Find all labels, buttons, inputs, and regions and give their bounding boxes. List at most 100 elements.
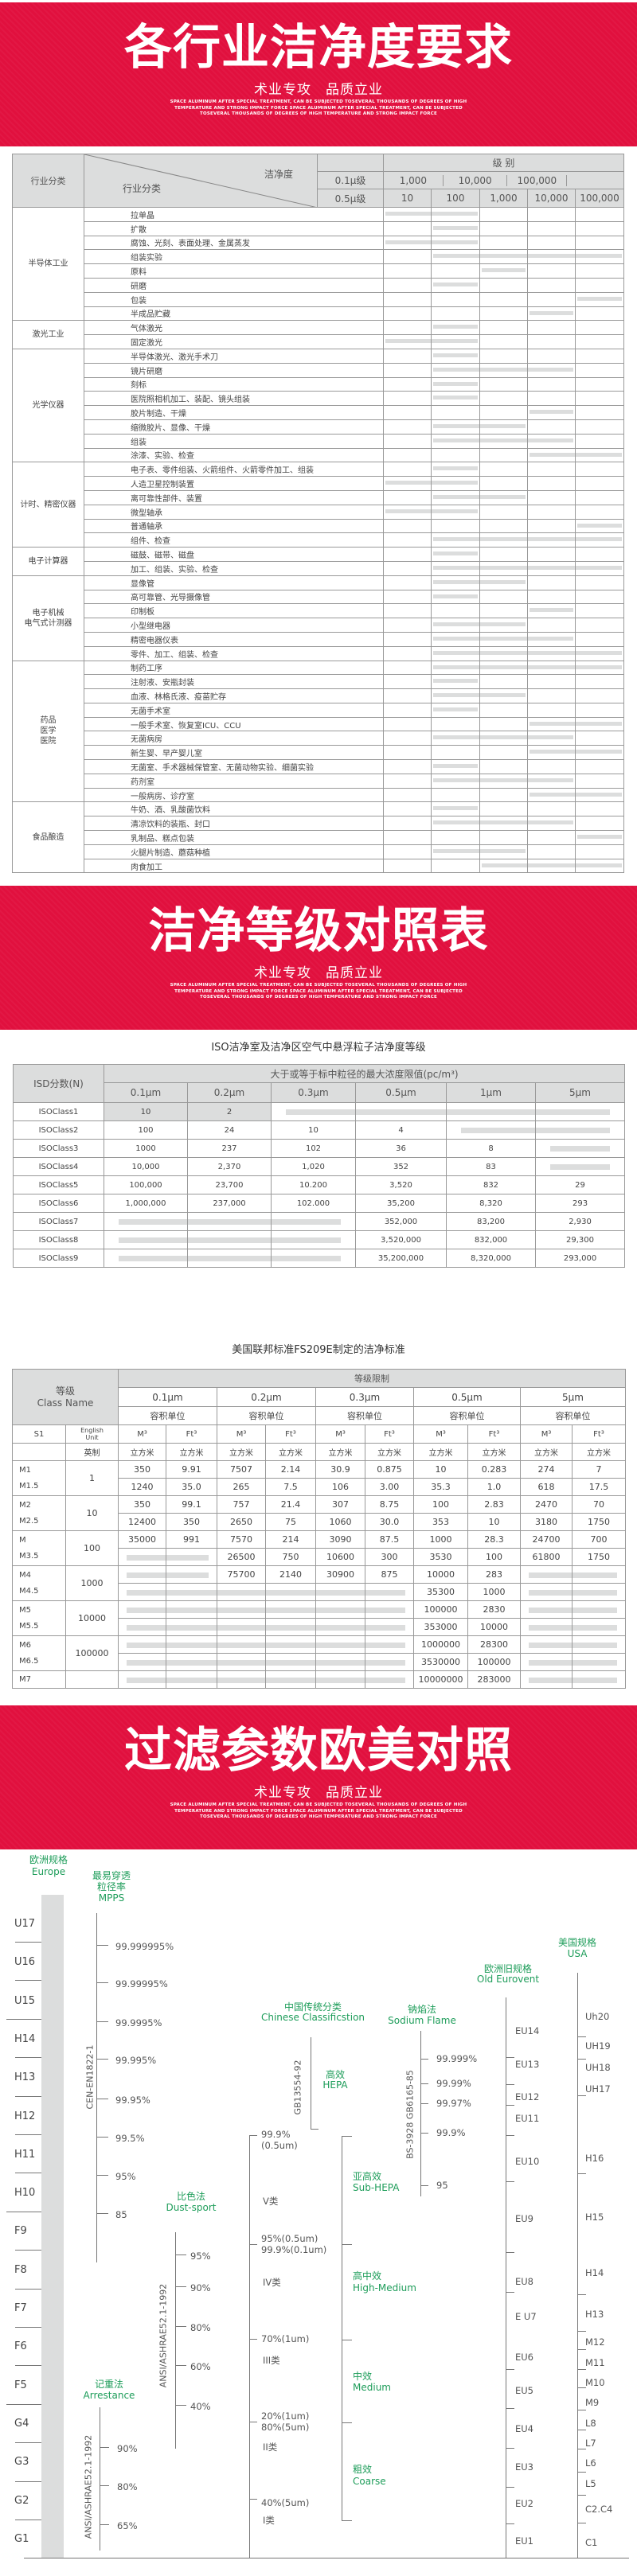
table-row: 血液、林格氏液、疫苗贮存 xyxy=(13,688,624,703)
chinese-class: IV类 xyxy=(263,2277,281,2288)
sodium-value: 99.99% xyxy=(436,2078,471,2089)
requirement-bar xyxy=(480,820,527,825)
iso-value: 2,930 xyxy=(534,1212,626,1231)
mpps-value: 85 xyxy=(115,2209,127,2220)
chinese-class: III类 xyxy=(263,2355,280,2366)
sodium-title: Sodium Flame xyxy=(388,2015,456,2026)
europe-grade: F5 xyxy=(14,2379,27,2391)
dust-spot-value: 90% xyxy=(190,2282,211,2293)
level-01: 10,000 xyxy=(444,174,508,186)
europe-grade: G4 xyxy=(14,2417,29,2430)
table-row: 普通轴承 xyxy=(13,518,624,534)
fs-size-header: 0.1μm xyxy=(118,1387,218,1407)
dust_spot-title: Dust-sport xyxy=(166,2202,217,2213)
eurovent-grade: EU1 xyxy=(515,2535,533,2547)
europe-grade: F7 xyxy=(14,2302,27,2314)
tick xyxy=(577,2294,586,2295)
table-row: 刻标 xyxy=(13,376,624,392)
europe-grade: F9 xyxy=(14,2225,27,2238)
empty-cell xyxy=(446,1102,536,1121)
requirement-bar xyxy=(576,537,622,542)
empty-cell xyxy=(534,1102,626,1121)
requirement-bar xyxy=(433,353,478,357)
table-row: 镜片研磨 xyxy=(13,362,624,378)
tick xyxy=(506,2084,514,2085)
category-cell: 电子计算器 xyxy=(12,547,84,576)
header-01-label: 0.1μ级 xyxy=(317,171,384,189)
eurovent-grade: EU11 xyxy=(515,2113,540,2124)
sodium-value: 99.9% xyxy=(436,2127,466,2138)
table-row: 计时、精密仪器 电子表、零件组装、火箭组件、火箭零件加工、组装 xyxy=(12,462,624,548)
requirement-bar xyxy=(385,212,431,216)
requirement-bar xyxy=(530,721,575,726)
grade-separator xyxy=(6,2018,41,2020)
requirement-bar xyxy=(576,750,622,754)
header-industry-label: 行业分类 xyxy=(123,183,162,194)
requirement-bar xyxy=(432,212,478,216)
level-01: 100,000 xyxy=(507,174,568,186)
banner-industry-cleanliness: 各行业洁净度要求 术业专攻 品质立业 SPACE ALUMINUM AFTER … xyxy=(0,2,637,146)
category-cell: 激光工业 xyxy=(12,320,84,349)
requirement-bar xyxy=(528,565,575,570)
table-row: ISOClass9 35,200,000 8,320,000 293,000 xyxy=(13,1249,626,1268)
scale-line xyxy=(96,1913,97,2262)
level-05: 100,000 xyxy=(575,189,624,208)
requirement-bar xyxy=(480,565,527,570)
tick xyxy=(96,2175,108,2176)
requirement-bar xyxy=(433,650,479,655)
empty-cell xyxy=(534,1157,626,1176)
requirement-bar xyxy=(576,863,622,867)
grade-separator xyxy=(15,2442,41,2444)
requirement-bar xyxy=(433,325,478,329)
iso-size-header: 0.2μm xyxy=(187,1082,272,1103)
europe-title: 欧洲规格 xyxy=(29,1854,68,1865)
mpps-value: 99.999995% xyxy=(115,1941,174,1952)
requirement-bar xyxy=(432,509,478,513)
table-row: 医院照相机加工、装配、镜头组装 xyxy=(13,391,624,407)
industry-cleanliness-table: 行业分类 洁净度 行业分类 级 别 0.1μ级 1,000 10,000 100… xyxy=(12,154,624,874)
iso-table-title: ISO洁净室及洁净区空气中悬浮粒子洁净度等级 xyxy=(211,1042,426,1054)
mpps-value: 99.99995% xyxy=(115,1978,168,1989)
unavailable-bar xyxy=(272,1237,341,1243)
table-row: 光学仪器 半导体激光、激光手术刀 xyxy=(12,348,624,463)
table-row: 一般手术室、恢复室ICU、CCU xyxy=(13,716,624,732)
requirement-bar xyxy=(432,240,478,244)
iso-value: 352,000 xyxy=(355,1212,447,1231)
chinese-value: 20%(1um) 80%(5um) xyxy=(261,2410,310,2433)
usa-grade: L6 xyxy=(585,2457,596,2469)
requirement-bar xyxy=(433,551,478,556)
table-row: ISOClass1 10 2 xyxy=(13,1102,626,1121)
iso-class-table: ISD分数(N) 大于或等于标中粒径的最大浓度限值(pc/m³) 0.1μm 0.2… xyxy=(13,1064,626,1268)
grade-separator xyxy=(15,2327,41,2328)
tick xyxy=(577,2095,586,2096)
requirement-bar xyxy=(576,565,622,570)
requirement-bar xyxy=(528,735,573,740)
old_eurovent-title: Old Eurovent xyxy=(476,1974,540,1985)
eurovent-grade: EU4 xyxy=(515,2423,533,2434)
iso-value: 100,000 xyxy=(104,1175,188,1194)
table-row: 一般病房、诊疗室 xyxy=(13,787,624,803)
efficiency-group: 高中效 xyxy=(353,2270,382,2282)
sodium-value: 99.999% xyxy=(436,2053,478,2064)
arrestance-standard: ANSI/ASHRAE52.1-1992 xyxy=(83,2434,94,2539)
tick xyxy=(420,2103,428,2104)
requirement-bar xyxy=(433,622,479,627)
grade-separator xyxy=(15,2095,41,2097)
requirement-bar xyxy=(433,565,479,570)
banner-title: 洁净等级对照表 xyxy=(148,903,489,959)
iso-value: 2,370 xyxy=(187,1157,272,1176)
empty-cell xyxy=(104,1249,188,1268)
tick xyxy=(577,2173,586,2174)
requirement-bar xyxy=(528,636,573,641)
level-01: 1,000 xyxy=(385,174,444,186)
requirement-bar xyxy=(432,481,478,485)
tick xyxy=(506,2523,514,2524)
tick xyxy=(249,2499,257,2500)
iso-value: 24 xyxy=(187,1120,272,1140)
requirement-bar xyxy=(482,268,526,273)
eurovent-grade: EU6 xyxy=(515,2352,533,2363)
tick xyxy=(342,2136,352,2137)
header-05-label: 0.5μ级 xyxy=(317,189,384,208)
table-row: 半成品贮藏 xyxy=(13,306,624,322)
